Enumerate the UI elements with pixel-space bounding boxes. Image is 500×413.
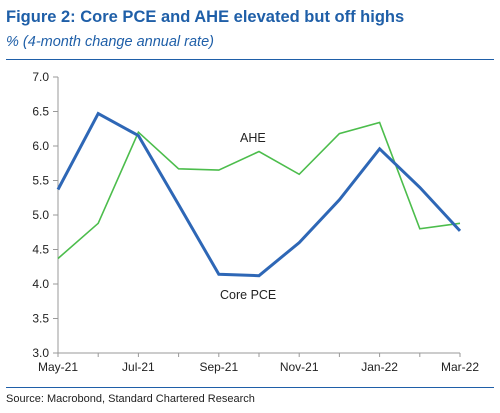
footer-divider [6, 387, 494, 388]
y-tick-label: 4.0 [32, 277, 49, 291]
title-divider [6, 59, 494, 60]
series-line-core-pce [56, 111, 462, 278]
y-axis: 7.0 6.5 6.0 5.5 5.0 4.5 4.0 3.5 3.0 [32, 70, 59, 360]
y-tick-label: 4.5 [32, 243, 49, 257]
x-tick-label: Nov-21 [280, 360, 319, 374]
series-line-ahe [57, 121, 461, 260]
x-tick-label: Jul-21 [122, 360, 155, 374]
y-tick-label: 7.0 [32, 70, 49, 84]
source-note: Source: Macrobond, Standard Chartered Re… [6, 393, 255, 405]
x-axis: May-21 Jul-21 Sep-21 Nov-21 Jan-22 Mar-22 [38, 352, 479, 374]
series-label-ahe: AHE [240, 131, 266, 145]
x-tick-label: Sep-21 [199, 360, 238, 374]
series-label-core-pce: Core PCE [220, 288, 276, 302]
x-tick-label: Mar-22 [441, 360, 479, 374]
y-tick-label: 6.0 [32, 139, 49, 153]
y-tick-label: 5.5 [32, 174, 49, 188]
y-tick-label: 5.0 [32, 208, 49, 222]
y-tick-label: 3.5 [32, 312, 49, 326]
chart-subtitle: % (4-month change annual rate) [6, 34, 214, 50]
chart-title: Figure 2: Core PCE and AHE elevated but … [6, 8, 405, 26]
y-tick-label: 3.0 [32, 346, 49, 360]
y-tick-label: 6.5 [32, 105, 49, 119]
x-tick-label: Jan-22 [361, 360, 398, 374]
series-lines [56, 111, 462, 278]
x-tick-label: May-21 [38, 360, 78, 374]
